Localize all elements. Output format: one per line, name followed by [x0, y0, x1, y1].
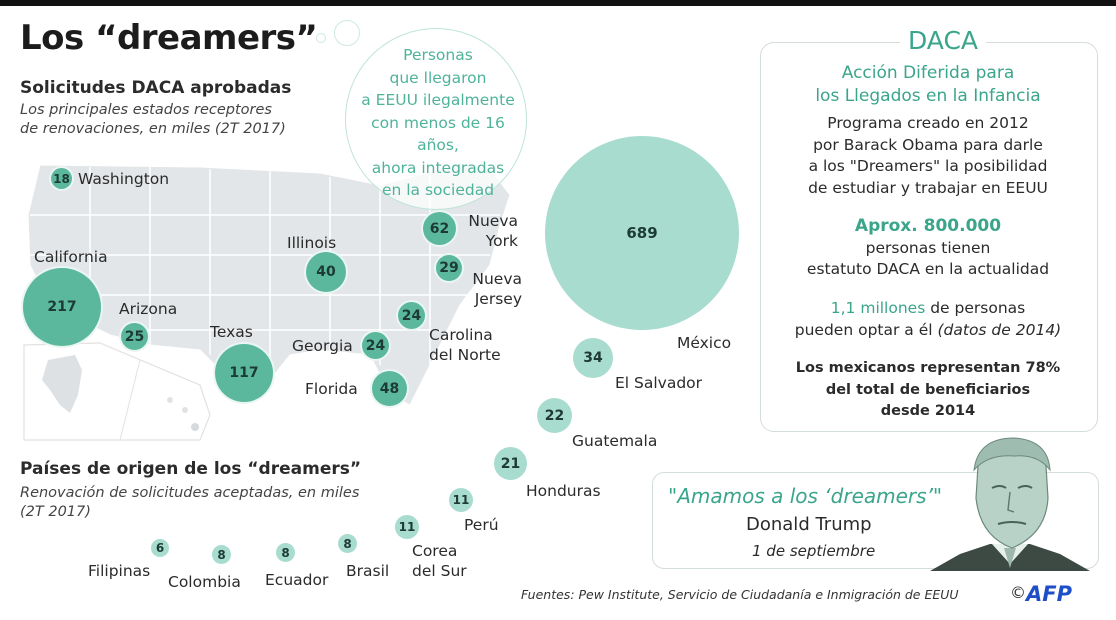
- daca-stat-holders: Aprox. 800.000 personas tienen estatuto …: [760, 216, 1096, 281]
- label-florida: Florida: [305, 380, 358, 398]
- daca-subtitle-line: los Llegados en la Infancia: [815, 86, 1041, 106]
- bubble-arizona: 25: [121, 323, 148, 350]
- bubble-corea-del-sur: 11: [395, 515, 419, 539]
- countries-subtitle-2: (2T 2017): [20, 504, 91, 520]
- label-ecuador: Ecuador: [265, 571, 329, 589]
- afp-logo: AFP: [1026, 582, 1072, 606]
- daca-stat-line: estatuto DACA en la actualidad: [806, 260, 1050, 278]
- bubble-nueva-york: 62: [423, 212, 456, 245]
- label-washington: Washington: [78, 170, 170, 188]
- label-honduras: Honduras: [526, 482, 601, 500]
- intro-text: Personas que llegaron a EEUU ilegalmente…: [348, 44, 528, 202]
- label-text: Jersey: [474, 290, 522, 308]
- bubble-honduras: 21: [494, 447, 527, 480]
- label-guatemala: Guatemala: [572, 432, 658, 450]
- bubble-peru: 11: [449, 488, 473, 512]
- daca-stat-eligible: 1,1 millones de personas pueden optar a …: [760, 298, 1096, 341]
- intro-bubble: [345, 28, 527, 210]
- bubble-illinois: 40: [306, 252, 346, 292]
- daca-stat-holders-value: Aprox. 800.000: [854, 216, 1002, 236]
- daca-stat-line: personas tienen: [865, 238, 991, 257]
- bubble-nueva-jersey: 29: [436, 255, 462, 281]
- copyright-icon: ©: [1010, 583, 1026, 602]
- bubble-mexico: 689: [545, 136, 739, 330]
- daca-stat-line: del total de beneficiarios: [825, 381, 1031, 398]
- daca-stat-text: pueden optar a él: [794, 320, 938, 339]
- label-text: Nueva: [472, 270, 522, 288]
- countries-subtitle-1: Renovación de solicitudes aceptadas, en …: [20, 485, 360, 501]
- intro-line: que llegaron: [389, 68, 487, 87]
- label-nueva-jersey: Nueva Jersey: [466, 269, 522, 309]
- label-georgia: Georgia: [292, 337, 353, 355]
- bubble-colombia: 8: [212, 545, 231, 564]
- bubble-texas: 117: [215, 344, 273, 402]
- daca-subtitle: Acción Diferida para los Llegados en la …: [760, 62, 1096, 108]
- quote-text: "Amamos a los ‘dreamers’": [668, 484, 943, 508]
- daca-subtitle-line: Acción Diferida para: [841, 63, 1015, 83]
- intro-line: a EEUU ilegalmente: [361, 91, 515, 109]
- label-text: York: [485, 232, 518, 250]
- bubble-brasil: 8: [338, 534, 357, 553]
- daca-stat-line: Los mexicanos representan 78%: [795, 360, 1061, 376]
- label-mexico: México: [677, 334, 732, 352]
- label-text: Corea: [412, 542, 458, 560]
- states-heading: Solicitudes DACA aprobadas: [20, 78, 292, 98]
- daca-title: DACA: [900, 26, 987, 55]
- daca-stat-note: (datos de 2014): [937, 320, 1062, 339]
- states-subtitle-1: Los principales estados receptores: [20, 102, 272, 118]
- daca-stat-text: de personas: [925, 299, 1026, 317]
- daca-stat-line: pueden optar a él (datos de 2014): [760, 320, 1096, 342]
- label-el-salvador: El Salvador: [615, 374, 703, 392]
- bubble-guatemala: 22: [537, 398, 572, 433]
- bubble-carolina-del-norte: 24: [398, 302, 425, 329]
- trump-portrait-icon: [930, 437, 1090, 571]
- daca-stat-mexicans: Los mexicanos representan 78% del total …: [760, 358, 1096, 423]
- daca-desc-line: Programa creado en 2012: [827, 114, 1029, 132]
- label-brasil: Brasil: [346, 562, 390, 580]
- daca-desc-line: de estudiar y trabajar en EEUU: [808, 178, 1048, 197]
- sources-text: Fuentes: Pew Institute, Servicio de Ciud…: [521, 587, 959, 602]
- intro-line: con menos de 16 años,: [371, 113, 505, 155]
- bubble-washington: 18: [51, 168, 72, 189]
- label-carolina-del-norte: Carolina del Norte: [429, 325, 501, 365]
- daca-stat-line: desde 2014: [880, 403, 976, 419]
- states-subtitle-2: de renovaciones, en miles (2T 2017): [20, 121, 286, 137]
- daca-desc-line: por Barack Obama para darle: [813, 135, 1043, 154]
- decorative-circle-medium: [334, 20, 360, 46]
- bubble-filipinas: 6: [151, 539, 169, 557]
- label-text: Nueva: [468, 212, 518, 230]
- label-text: del Norte: [429, 346, 501, 364]
- daca-desc-line: a los "Dreamers" la posibilidad: [808, 157, 1048, 175]
- daca-stat-eligible-value: 1,1 millones: [830, 299, 926, 317]
- daca-stat-line: 1,1 millones de personas: [760, 298, 1096, 320]
- label-colombia: Colombia: [168, 573, 241, 591]
- bubble-ecuador: 8: [276, 543, 295, 562]
- bubble-georgia: 24: [362, 332, 389, 359]
- decorative-circle-small: [316, 33, 326, 43]
- label-peru: Perú: [464, 516, 499, 534]
- us-map: [23, 162, 511, 441]
- label-filipinas: Filipinas: [88, 562, 151, 580]
- label-california: California: [34, 248, 108, 266]
- intro-line: en la sociedad: [381, 181, 495, 199]
- top-bar: [0, 0, 1116, 6]
- intro-line: Personas: [403, 46, 473, 64]
- page-title: Los “dreamers”: [20, 18, 318, 58]
- countries-heading: Países de origen de los “dreamers”: [20, 459, 362, 479]
- label-illinois: Illinois: [287, 234, 337, 252]
- label-nueva-york: Nueva York: [462, 211, 518, 251]
- label-text: Carolina: [429, 326, 493, 344]
- label-arizona: Arizona: [119, 300, 178, 318]
- quote-date: 1 de septiembre: [752, 542, 876, 560]
- intro-line: ahora integradas: [371, 158, 505, 177]
- label-corea-del-sur: Corea del Sur: [412, 541, 467, 581]
- quote-author: Donald Trump: [746, 514, 872, 535]
- bubble-florida: 48: [372, 371, 407, 406]
- label-text: del Sur: [412, 562, 467, 580]
- quote-box: [652, 472, 1099, 569]
- bubble-el-salvador: 34: [573, 338, 613, 378]
- bubble-california: 217: [23, 268, 101, 346]
- label-texas: Texas: [210, 323, 253, 341]
- daca-description: Programa creado en 2012 por Barack Obama…: [760, 113, 1096, 199]
